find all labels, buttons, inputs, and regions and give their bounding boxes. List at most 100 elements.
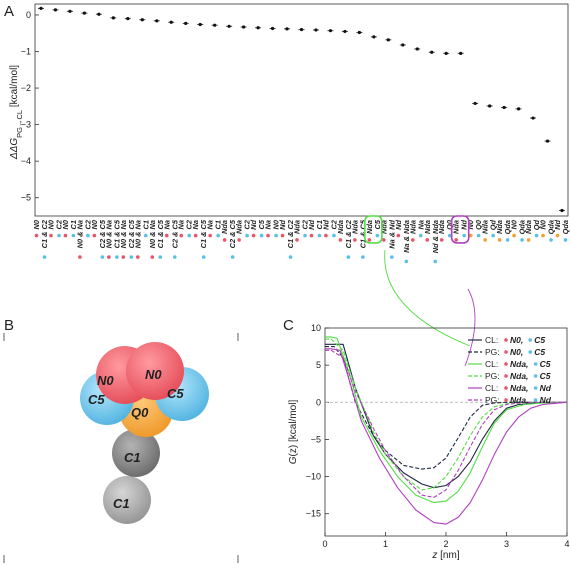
- panel-c-y-tick-label: −5: [311, 434, 321, 444]
- panel-a-category-label-a: Nd: [321, 220, 330, 230]
- panel-a-category-label-b: C1 & C5: [199, 219, 208, 248]
- panel-a-category-dot-a: [136, 255, 140, 259]
- panel-c-x-tick-label: 2: [443, 539, 448, 549]
- panel-c-chart: 10 5 0 −5 −10 −15 0 1 2 3 4 G(z) [kcal/mol] z [nm…: [288, 323, 570, 561]
- panel-a-category-label-a: N0 & Na: [119, 220, 128, 248]
- panel-a-category: Nda Na & Nd: [379, 220, 396, 259]
- panel-a-point: [516, 107, 521, 111]
- panel-a-category-dot-b: [375, 233, 380, 238]
- panel-c-legend-name-a: N0,: [510, 335, 523, 345]
- panel-a-category: Nda C2: [235, 219, 252, 242]
- panel-c-legend-prefix: CL:: [485, 383, 498, 393]
- panel-a-category-dot-b: [100, 255, 105, 259]
- panel-a-chart: 0−1−2−3−4−5 ΔΔGPG→CL [kcal/mol] N0 C1 & C…: [9, 3, 570, 367]
- panel-c-legend-dot-b: [533, 374, 538, 378]
- panel-a-y-tick-label: −1: [21, 47, 31, 57]
- highlight-box-green: [364, 215, 383, 244]
- bead-c1-upper: [112, 429, 160, 477]
- panel-c-legend-name-a: Nda,: [510, 395, 528, 405]
- panel-a-category-dot-b: [433, 259, 438, 264]
- panel-a-category-dot-a: [555, 233, 560, 238]
- panel-letter-a: A: [4, 3, 14, 20]
- panel-a-category: N0 C1: [61, 219, 78, 238]
- panel-c-legend-name-b: C5: [534, 335, 545, 345]
- panel-a-category-label-b: C1 & C2: [40, 219, 49, 248]
- panel-c-y-tick-label: 0: [316, 397, 321, 407]
- bead-label-c5-right: C5: [167, 386, 184, 401]
- panel-a-category: N0 & Na C1 & C5: [104, 219, 121, 259]
- panel-a-category-dot-a: [497, 238, 502, 242]
- panel-a-category-label-a: Nda: [350, 220, 359, 234]
- bead-label-c5-left: C5: [88, 392, 105, 407]
- panel-a-category-dot-b: [491, 233, 495, 238]
- panel-c-y-axis-label: G(z) [kcal/mol]: [288, 400, 299, 465]
- panel-a-category-dot-a: [63, 233, 68, 238]
- panel-a-category-label-b: C1: [69, 220, 78, 229]
- panel-c-series-line: [325, 348, 568, 525]
- panel-c-legend-name-b: C5: [540, 359, 551, 369]
- panel-a-category-dot-b: [534, 233, 539, 238]
- panel-a-point: [545, 139, 550, 143]
- panel-c-legend-entry: CL: N0, C5: [468, 335, 545, 345]
- panel-c-legend-name-b: C5: [540, 371, 551, 381]
- panel-a-category-label-b: Qd: [489, 220, 498, 231]
- panel-a-category: Nda Q0: [437, 219, 454, 242]
- panel-a-category-label-b: C1: [141, 220, 150, 229]
- panel-c-legend-dot-a: [504, 386, 508, 390]
- panel-a-point: [155, 19, 159, 23]
- panel-a-category-dot-a: [222, 238, 227, 242]
- panel-a-category: Na N0: [264, 219, 281, 238]
- panel-a-category-dot-a: [34, 233, 39, 238]
- panel-a-point: [198, 22, 202, 27]
- panel-a-category: N0 C2 & C5: [90, 219, 107, 259]
- panel-a-category-dot-b: [86, 233, 90, 238]
- panel-a-category-dot-b: [390, 255, 394, 259]
- panel-a-category-label-b: C1 & C2: [344, 219, 353, 248]
- panel-a-category-dot-b: [230, 255, 235, 259]
- panel-a-category-dot-a: [439, 238, 444, 242]
- panel-a-category-label-a: Nd: [278, 220, 287, 230]
- panel-a-category-dot-b: [158, 255, 163, 259]
- panel-c-legend-dot-b: [533, 362, 538, 366]
- panel-a-category-label-b: Q0: [445, 219, 454, 230]
- panel-a-category: Nda Na: [408, 220, 425, 242]
- panel-c-legend-entry: PG: Nda, C5: [468, 371, 551, 381]
- panel-a-category-label-a: N0: [61, 219, 70, 229]
- bead-label-n0-right: N0: [145, 367, 162, 382]
- panel-a-category-label-a: Nd: [249, 220, 258, 230]
- panel-a-category: Nda Qd: [481, 220, 498, 242]
- panel-c-y-tick-label: −15: [306, 509, 321, 519]
- panel-a-category-label-b: C5: [257, 219, 266, 229]
- panel-a-category-label-b: C2: [243, 219, 252, 229]
- panel-a-category-dot-b: [332, 233, 336, 238]
- panel-a-point: [184, 21, 188, 25]
- panel-a-point: [169, 20, 173, 24]
- panel-a-category-label-a: Na: [206, 220, 215, 229]
- panel-c-series-line: [325, 338, 567, 491]
- panel-a-category-dot-a: [208, 233, 212, 238]
- panel-a-category: N0 Qda: [510, 219, 527, 242]
- panel-a-category-label-a: N0 & Na: [133, 220, 142, 248]
- panel-a-point: [459, 51, 463, 55]
- panel-a-category-label-b: Qda: [561, 220, 570, 234]
- panel-a-category-label-a: N0 & Na: [148, 220, 157, 248]
- panel-a-category-dot-b: [201, 255, 206, 259]
- panel-a-category-label-b: Nd: [460, 220, 469, 230]
- panel-a-category-dot-a: [454, 238, 458, 242]
- connector-purple: [464, 288, 476, 367]
- panel-a-category-label-b: C2: [83, 219, 92, 229]
- panel-a-category-label-b: C2: [301, 219, 310, 229]
- panel-a-category-dot-b: [462, 233, 466, 238]
- panel-c-x-tick-label: 0: [322, 539, 327, 549]
- panel-a-point: [560, 208, 564, 213]
- panel-a-category-label-a: Nda: [408, 220, 417, 234]
- panel-a-category-dot-b: [245, 233, 249, 238]
- panel-a-point: [256, 26, 260, 30]
- panel-a-point: [531, 116, 535, 120]
- panel-a-category: Nda Qda: [495, 220, 512, 242]
- panel-a-category-label-b: N0: [272, 219, 281, 229]
- panel-a-category-label-b: C5: [373, 219, 382, 229]
- panel-a-category-label-b: C2 & C5: [98, 219, 107, 248]
- panel-c-x-tick-label: 1: [383, 539, 388, 549]
